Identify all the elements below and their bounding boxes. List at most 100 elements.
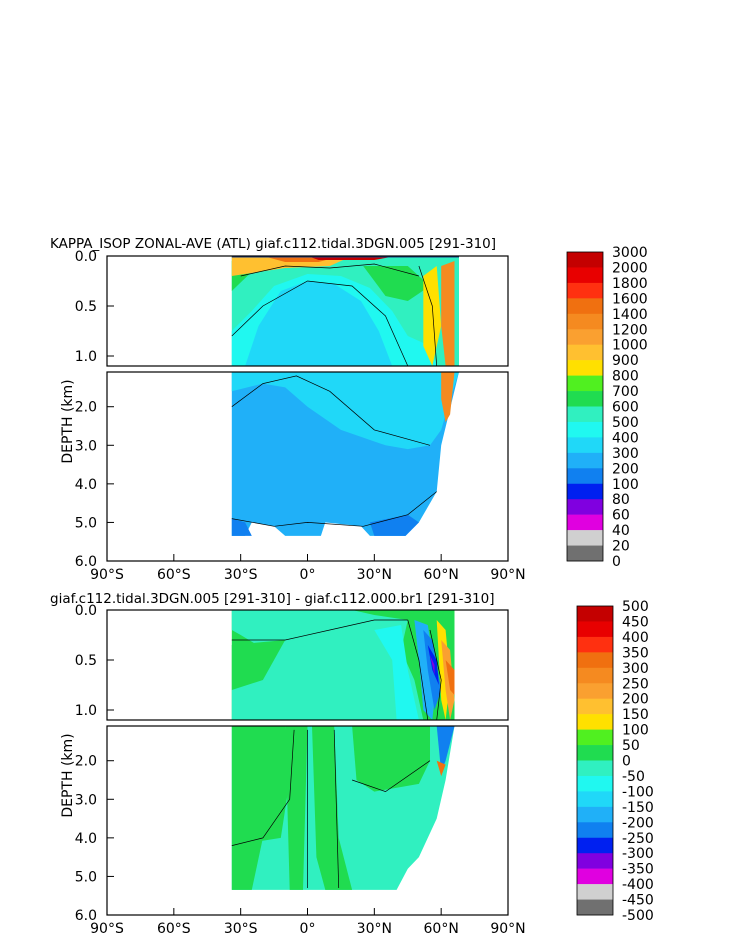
y-tick-label: 5.0 <box>75 869 97 885</box>
colorbar-swatch <box>567 375 603 392</box>
colorbar-swatch <box>577 667 613 684</box>
colorbar-swatch <box>577 636 613 653</box>
contour-region <box>430 655 435 675</box>
x-tick-label: 30°S <box>224 567 258 583</box>
colorbar-swatch <box>577 806 613 823</box>
contour-region <box>441 640 455 720</box>
contour-line <box>351 760 431 792</box>
upper-panel-field <box>231 610 455 720</box>
contour-line <box>429 629 442 720</box>
colorbar-label: -400 <box>622 877 654 893</box>
contour-region <box>231 837 263 890</box>
x-tick-label: 30°S <box>224 921 258 937</box>
contour-line <box>407 619 429 720</box>
contour-region <box>231 726 290 846</box>
colorbar-swatch <box>567 298 603 315</box>
lower-panel-field <box>231 372 459 536</box>
contour-region <box>231 518 252 536</box>
colorbar-swatch <box>577 884 613 900</box>
colorbar-swatch <box>567 406 603 423</box>
colorbar-swatch <box>567 483 603 500</box>
colorbar-swatch <box>577 652 613 669</box>
contour-region <box>231 610 424 720</box>
colorbar-label: 400 <box>612 430 639 446</box>
colorbar: 500450400350300250200150100500-50-100-15… <box>576 599 654 924</box>
colorbar-swatch <box>577 698 613 715</box>
colorbar-swatch <box>567 437 603 454</box>
colorbar-label: 0 <box>622 754 631 770</box>
colorbar-label: 60 <box>612 508 630 524</box>
y-axis-label: DEPTH (km) <box>60 733 76 817</box>
chart-title: giaf.c112.tidal.3DGN.005 [291-310] - gia… <box>50 591 495 607</box>
colorbar-swatch <box>567 391 603 407</box>
y-tick-label: 0.0 <box>75 603 97 619</box>
upper-panel-frame <box>106 609 509 721</box>
colorbar-frame <box>566 251 604 562</box>
colorbar-label: -450 <box>622 893 654 909</box>
y-tick-label: 0.5 <box>75 653 97 669</box>
contour-line <box>333 729 340 889</box>
upper-panel-field <box>231 256 459 366</box>
colorbar-label: 200 <box>622 692 649 708</box>
contour-line <box>418 265 438 366</box>
colorbar-label: 200 <box>612 461 639 477</box>
colorbar-label: 350 <box>622 645 649 661</box>
colorbar-frame <box>576 605 614 916</box>
x-tick-label: 60°N <box>424 567 459 583</box>
colorbar-swatch <box>567 499 603 515</box>
colorbar-swatch <box>577 899 613 916</box>
colorbar: 3000200018001600140012001000900800700600… <box>566 245 648 570</box>
colorbar-swatch <box>567 545 603 562</box>
contour-region <box>285 726 308 890</box>
y-tick-label: 5.0 <box>75 515 97 531</box>
contour-line <box>231 729 295 846</box>
colorbar-swatch <box>567 360 603 376</box>
y-tick-label: 4.0 <box>75 831 97 847</box>
chart-1: KAPPA_ISOP ZONAL-AVE (ATL) giaf.c112.tid… <box>50 236 648 583</box>
colorbar-label: 100 <box>622 723 649 739</box>
colorbar-label: -350 <box>622 862 654 878</box>
colorbar-label: 1600 <box>612 291 648 307</box>
colorbar-swatch <box>567 530 603 546</box>
colorbar-label: 1400 <box>612 307 648 323</box>
colorbar-swatch <box>577 729 613 746</box>
colorbar-label: -300 <box>622 846 654 862</box>
contour-region <box>352 726 430 792</box>
contour-region <box>231 640 286 690</box>
x-tick-label: 90°N <box>490 921 525 937</box>
lower-panel-field <box>231 726 455 890</box>
colorbar-label: -150 <box>622 800 654 816</box>
x-tick-label: 0° <box>300 567 316 583</box>
contour-region <box>369 514 419 536</box>
y-axis-label: DEPTH (km) <box>60 379 76 463</box>
colorbar-swatch <box>567 329 603 345</box>
y-tick-label: 4.0 <box>75 477 97 493</box>
colorbar-label: 400 <box>622 630 649 646</box>
colorbar-label: 150 <box>622 707 649 723</box>
contour-region <box>245 281 393 366</box>
colorbar-label: 3000 <box>612 245 648 261</box>
colorbar-label: 1800 <box>612 276 648 292</box>
contour-region <box>231 372 459 450</box>
colorbar-label: 900 <box>612 353 639 369</box>
colorbar-label: 700 <box>612 384 639 400</box>
x-tick-label: 0° <box>300 921 316 937</box>
colorbar-label: 800 <box>612 369 639 385</box>
chart-title: KAPPA_ISOP ZONAL-AVE (ATL) giaf.c112.tid… <box>50 236 496 252</box>
y-tick-label: 6.0 <box>75 908 97 924</box>
y-tick-label: 2.0 <box>75 754 97 770</box>
contour-region <box>441 261 455 366</box>
colorbar-label: 450 <box>622 614 649 630</box>
colorbar-swatch <box>567 313 603 330</box>
contour-line <box>231 491 437 527</box>
contour-region <box>436 726 455 773</box>
colorbar-swatch <box>567 282 603 299</box>
y-tick-label: 0.5 <box>75 299 97 315</box>
colorbar-swatch <box>577 791 613 808</box>
colorbar-label: 20 <box>612 539 630 555</box>
colorbar-swatch <box>577 868 613 885</box>
colorbar-label: 50 <box>622 738 640 754</box>
contour-region <box>423 630 442 710</box>
y-tick-label: 0.0 <box>75 249 97 265</box>
